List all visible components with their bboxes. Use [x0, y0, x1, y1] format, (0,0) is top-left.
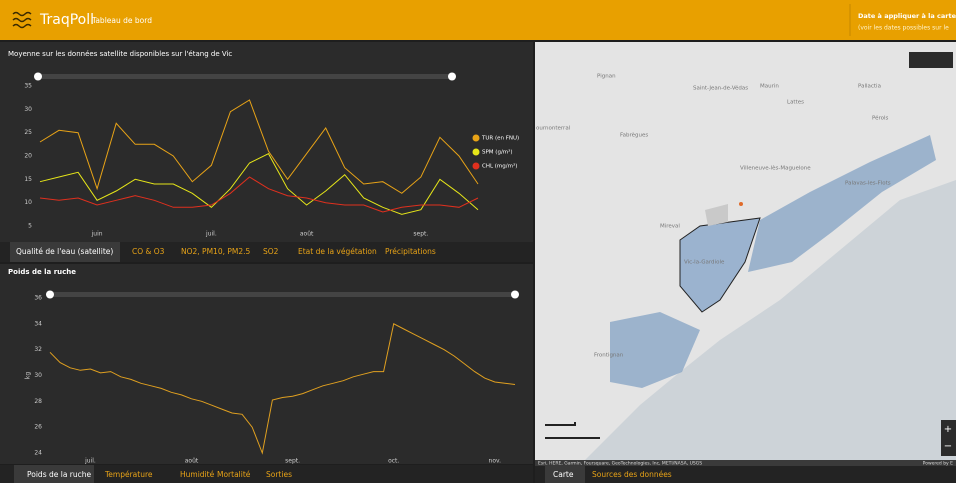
map[interactable]: Pignan Saint-Jean-de-Védas Maurin Lattes… — [535, 42, 956, 460]
x-tick-label: août — [300, 231, 314, 238]
tab[interactable]: Etat de la végétation — [298, 247, 377, 256]
slider-handle[interactable] — [448, 73, 456, 81]
chart-panel — [0, 42, 533, 242]
legend-swatch — [473, 149, 480, 156]
y-tick-label: 24 — [34, 450, 42, 457]
powered-by: Powered by E — [923, 461, 954, 467]
x-tick-label: juil. — [84, 458, 96, 465]
tab[interactable]: Sorties — [266, 470, 292, 479]
map-label: Vic-la-Gardiole — [684, 260, 725, 266]
tab[interactable]: Poids de la ruche — [27, 470, 92, 479]
chart-title: Poids de la ruche — [8, 268, 76, 276]
y-tick-label: 36 — [34, 295, 42, 302]
map-label: Pérols — [872, 115, 889, 122]
tab[interactable]: Température — [104, 470, 153, 479]
map-label: Frontignan — [594, 353, 624, 359]
legend-swatch — [473, 163, 480, 170]
app-subtitle: Tableau de bord — [91, 16, 152, 25]
zoom-in[interactable]: + — [944, 424, 952, 435]
map-label: Villeneuve-lès-Maguelone — [740, 165, 811, 172]
tab[interactable]: Précipitations — [385, 247, 436, 256]
page: TraqPoll Tableau de bord Date à applique… — [0, 0, 956, 483]
x-tick-label: juil. — [205, 231, 217, 238]
y-tick-label: 32 — [34, 346, 42, 353]
map-label: Pignan — [597, 74, 616, 80]
tab[interactable]: Qualité de l'eau (satellite) — [16, 247, 113, 256]
attribution: Esri, HERE, Garmin, Foursquare, GeoTechn… — [538, 461, 702, 467]
tab[interactable]: Carte — [553, 470, 574, 479]
legend-label: TUR (en FNU) — [481, 136, 519, 142]
y-tick-label: 25 — [24, 129, 32, 136]
map-label: Saint-Jean-de-Védas — [693, 85, 748, 92]
y-tick-label: 15 — [24, 176, 32, 183]
tab[interactable]: SO2 — [263, 247, 279, 256]
y-tick-label: 30 — [34, 372, 42, 379]
y-tick-label: 26 — [34, 424, 42, 431]
x-tick-label: août — [185, 458, 199, 465]
y-tick-label: 34 — [34, 320, 42, 327]
x-tick-label: nov. — [489, 458, 502, 465]
slider-handle[interactable] — [511, 291, 519, 299]
y-tick-label: 28 — [34, 398, 42, 405]
x-tick-label: juin — [91, 231, 103, 238]
map-label: Fabrègues — [620, 132, 648, 139]
map-label: Lattes — [787, 100, 804, 106]
map-label: Pallactia — [858, 84, 881, 90]
range-slider[interactable] — [50, 292, 515, 297]
legend-swatch — [473, 135, 480, 142]
tab[interactable]: Humidité — [180, 470, 215, 479]
app-name: TraqPoll — [39, 12, 94, 28]
slider-handle[interactable] — [34, 73, 42, 81]
x-tick-label: sept. — [413, 231, 428, 238]
map-label: Mireval — [660, 224, 680, 230]
tab[interactable]: CO & O3 — [132, 247, 165, 256]
map-toolbar[interactable] — [909, 52, 953, 68]
slider-handle[interactable] — [46, 291, 54, 299]
dashboard: TraqPoll Tableau de bord Date à applique… — [0, 0, 956, 483]
map-marker[interactable] — [739, 202, 743, 206]
legend-label: SPM (g/m³) — [482, 149, 513, 156]
map-label: Maurin — [760, 84, 779, 90]
y-tick-label: 35 — [24, 83, 32, 90]
y-tick-label: 30 — [24, 106, 32, 113]
tab[interactable]: NO2, PM10, PM2.5 — [181, 247, 251, 256]
tab[interactable]: Mortalité — [217, 470, 251, 479]
y-axis-label: kg — [25, 372, 32, 379]
map-label: Palavas-les-Flots — [845, 181, 891, 187]
y-tick-label: 10 — [24, 199, 32, 206]
x-tick-label: sept. — [285, 458, 300, 465]
x-tick-label: oct. — [388, 458, 399, 465]
y-tick-label: 20 — [24, 153, 32, 160]
map-label: ournonterral — [536, 126, 571, 132]
legend-label: CHL (mg/m³) — [482, 163, 517, 170]
range-slider[interactable] — [38, 74, 452, 79]
date-hint: (voir les dates possibles sur le — [858, 25, 949, 32]
y-tick-label: 5 — [28, 223, 32, 230]
date-title[interactable]: Date à appliquer à la carte — [858, 12, 956, 20]
tab[interactable]: Sources des données — [592, 470, 672, 479]
zoom-out[interactable]: − — [944, 441, 952, 452]
chart-title: Moyenne sur les données satellite dispon… — [8, 50, 232, 58]
